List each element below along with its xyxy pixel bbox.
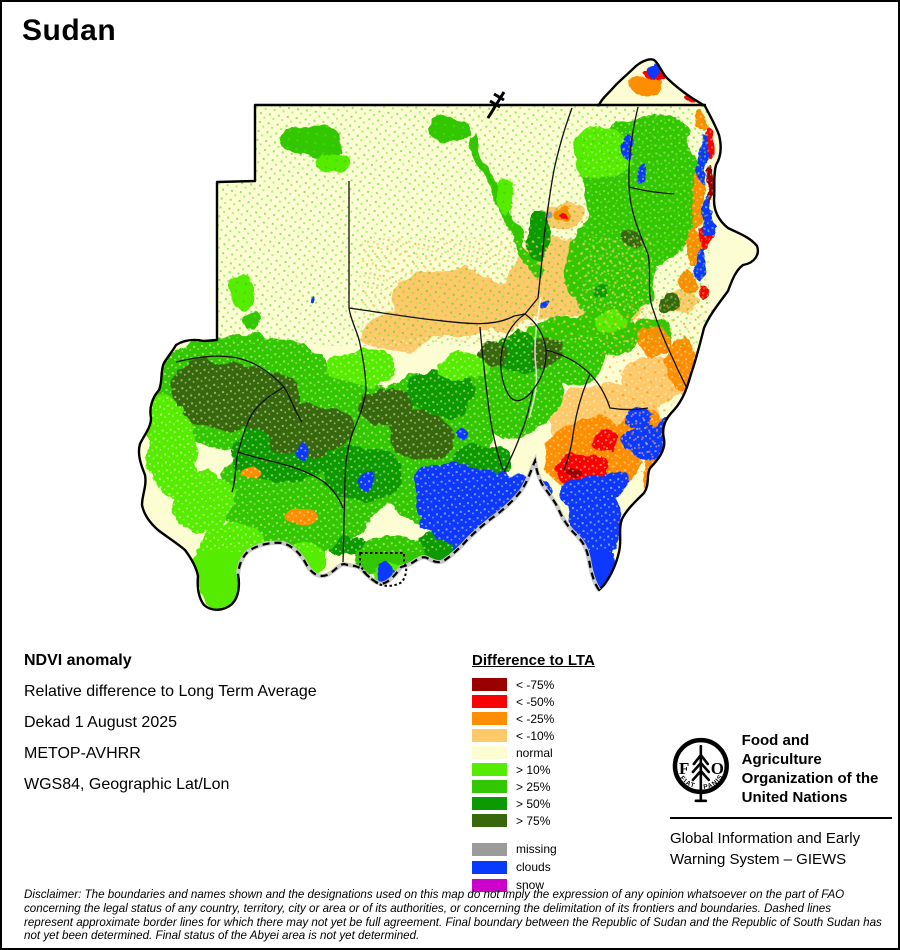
legend-label: < -50% bbox=[516, 694, 555, 709]
legend-label: missing bbox=[516, 842, 557, 856]
legend-label: > 10% bbox=[516, 762, 551, 777]
projection-label: WGS84, Geographic Lat/Lon bbox=[24, 776, 230, 793]
legend-swatch bbox=[472, 797, 507, 810]
legend-row: < -50% bbox=[472, 693, 595, 710]
legend-label: > 50% bbox=[516, 796, 551, 811]
legend: Difference to LTA < -75% < -50% < -25% < -1… bbox=[472, 652, 595, 894]
fao-letter-o: O bbox=[711, 759, 724, 778]
legend-label: > 25% bbox=[516, 779, 551, 794]
legend-row: < -10% bbox=[472, 727, 595, 744]
product-title: NDVI anomaly bbox=[24, 652, 132, 669]
legend-entries: < -75% < -50% < -25% < -10% normal > 10% > 25%… bbox=[472, 676, 595, 829]
fao-divider bbox=[670, 817, 892, 819]
legend-label: < -75% bbox=[516, 677, 555, 692]
page-title: Sudan bbox=[22, 14, 117, 47]
fao-org-name: Food and Agriculture Organization of the… bbox=[741, 732, 879, 806]
map-info: NDVI anomaly Relative difference to Long… bbox=[24, 652, 317, 807]
legend-row: clouds bbox=[472, 858, 595, 876]
legend-row: > 25% bbox=[472, 778, 595, 795]
legend-row: snow bbox=[472, 876, 595, 894]
legend-label: > 75% bbox=[516, 813, 551, 828]
fao-logo: F O FIAT PANIS bbox=[672, 737, 729, 803]
disclaimer: Disclaimer: The boundaries and names sho… bbox=[24, 888, 882, 943]
legend-label: clouds bbox=[516, 860, 551, 874]
railway-symbol bbox=[486, 91, 506, 119]
legend-swatch bbox=[472, 729, 507, 742]
legend-row: missing bbox=[472, 840, 595, 858]
legend-swatch bbox=[472, 878, 507, 892]
legend-label: < -10% bbox=[516, 728, 555, 743]
legend-swatch bbox=[472, 695, 507, 708]
legend-swatch bbox=[472, 746, 507, 759]
legend-swatch bbox=[472, 780, 507, 793]
product-subtitle: Relative difference to Long Term Average bbox=[24, 683, 317, 700]
legend-label: normal bbox=[516, 745, 553, 760]
legend-swatch bbox=[472, 860, 507, 874]
dekad-label: Dekad 1 August 2025 bbox=[24, 714, 178, 731]
legend-row: < -25% bbox=[472, 710, 595, 727]
sensor-label: METOP-AVHRR bbox=[24, 745, 141, 762]
legend-swatch bbox=[472, 763, 507, 776]
legend-row: > 75% bbox=[472, 812, 595, 829]
legend-swatch bbox=[472, 678, 507, 691]
legend-label: snow bbox=[516, 878, 545, 892]
fao-block: F O FIAT PANIS Food and Agriculture Orga… bbox=[670, 731, 892, 870]
legend-swatch bbox=[472, 712, 507, 725]
legend-extra-entries: missing clouds snow bbox=[472, 840, 595, 894]
legend-row: < -75% bbox=[472, 676, 595, 693]
giews-label: Global Information and Early Warning Sys… bbox=[670, 830, 861, 868]
legend-row: > 50% bbox=[472, 795, 595, 812]
legend-title: Difference to LTA bbox=[472, 652, 595, 669]
legend-label: < -25% bbox=[516, 711, 555, 726]
legend-swatch bbox=[472, 842, 507, 856]
fao-letter-f: F bbox=[679, 759, 689, 778]
legend-row: normal bbox=[472, 744, 595, 761]
legend-swatch bbox=[472, 814, 507, 827]
legend-row: > 10% bbox=[472, 761, 595, 778]
